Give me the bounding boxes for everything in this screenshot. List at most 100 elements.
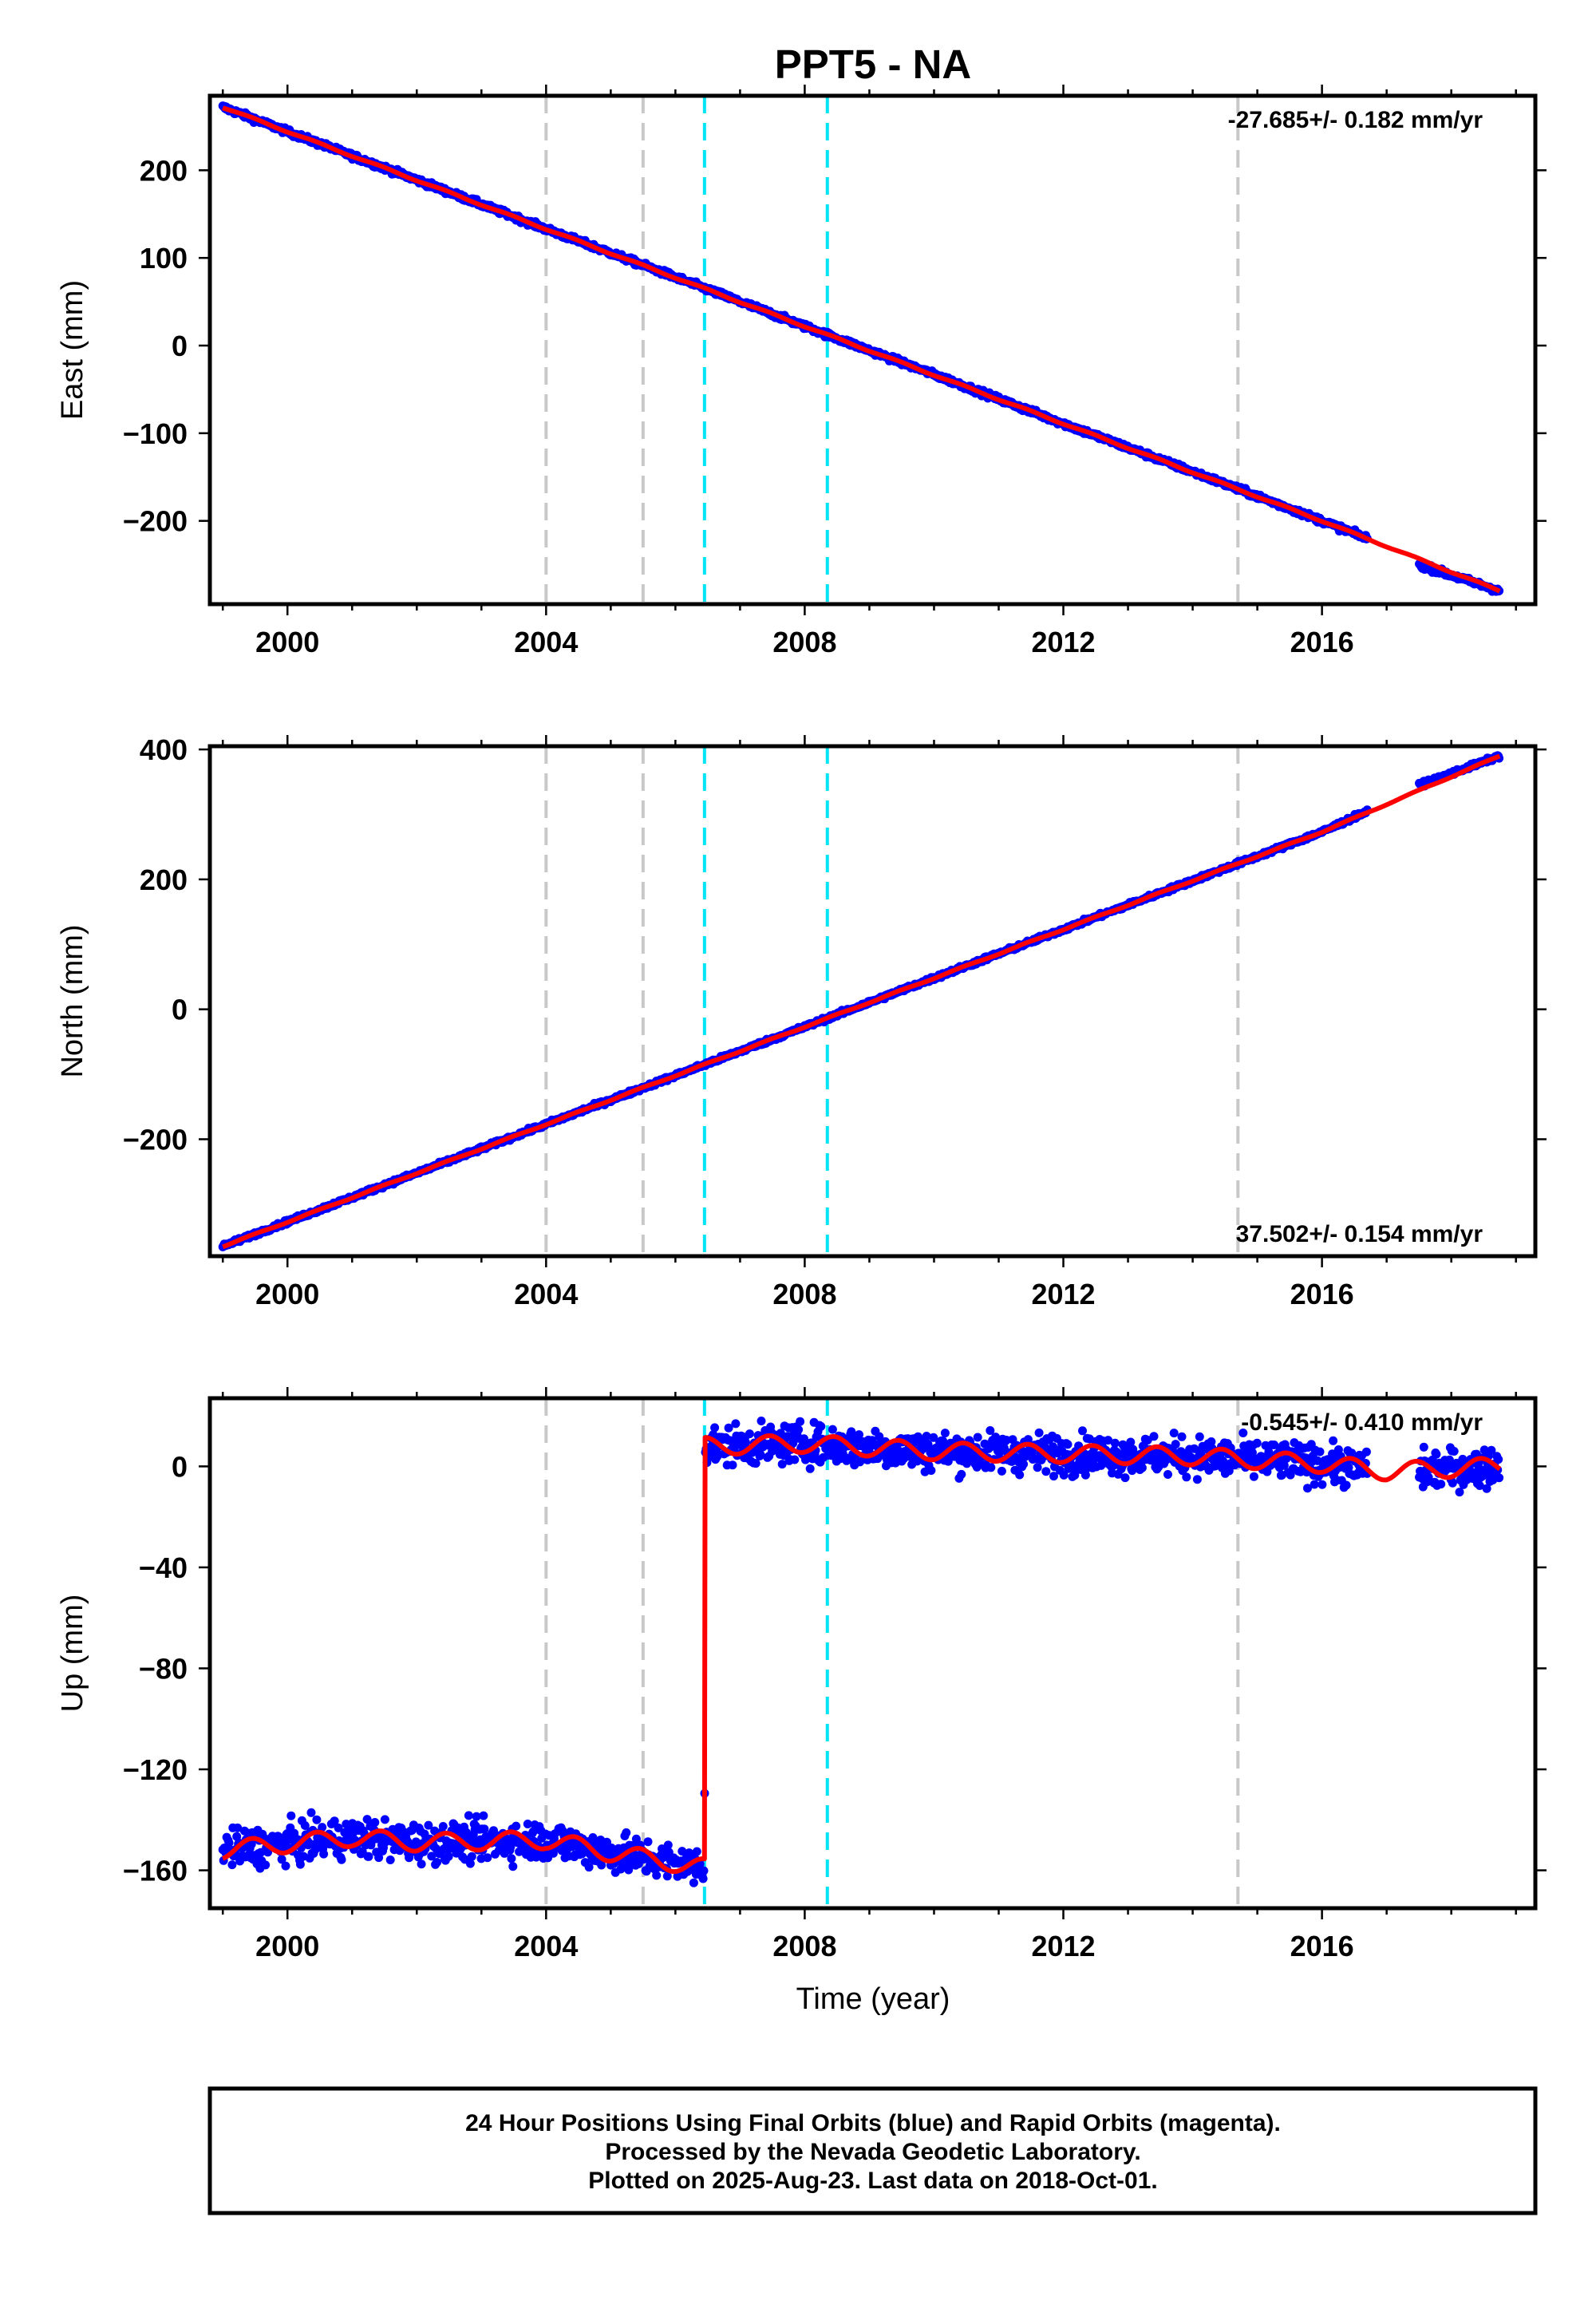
data-point <box>997 1466 1006 1476</box>
data-point <box>370 1818 380 1827</box>
data-point <box>1317 1480 1327 1489</box>
data-point <box>692 1847 701 1856</box>
data-point <box>464 1811 473 1820</box>
data-point <box>1034 1428 1044 1437</box>
data-point <box>1149 1432 1159 1441</box>
data-point <box>507 1854 516 1863</box>
data-point <box>699 1866 709 1875</box>
y-tick-label: 0 <box>172 330 188 362</box>
data-point <box>385 1856 395 1864</box>
data-point <box>1120 1473 1130 1483</box>
north-plot-area <box>218 746 1504 1256</box>
data-point <box>957 1469 966 1479</box>
data-point <box>1252 1438 1262 1448</box>
y-tick-label: −80 <box>139 1652 188 1685</box>
data-point <box>1495 1473 1504 1483</box>
x-tick-label: 2012 <box>1031 1278 1095 1310</box>
data-point <box>1310 1480 1319 1489</box>
data-point <box>508 1862 518 1871</box>
data-point <box>261 1860 271 1870</box>
x-tick-label: 2004 <box>514 626 578 658</box>
data-point <box>940 1429 950 1438</box>
data-point <box>380 1815 389 1824</box>
data-point <box>1449 1447 1459 1456</box>
east-rate-label: -27.685+/- 0.182 mm/yr <box>1228 107 1483 133</box>
data-point <box>652 1871 662 1880</box>
data-point <box>816 1421 826 1431</box>
data-point <box>1192 1475 1202 1484</box>
up-y-axis-label: Up (mm) <box>56 1595 89 1713</box>
footer-box: 24 Hour Positions Using Final Orbits (bl… <box>207 2086 1538 2215</box>
data-point <box>467 1852 476 1861</box>
data-point <box>986 1463 996 1472</box>
y-tick-label: 400 <box>140 733 188 766</box>
data-point <box>1432 1449 1441 1459</box>
north-rate-label: 37.502+/- 0.154 mm/yr <box>1236 1221 1483 1247</box>
data-point <box>1078 1426 1087 1436</box>
y-tick-label: −100 <box>123 417 188 450</box>
data-point <box>622 1828 631 1837</box>
footer-line-3: Plotted on 2025-Aug-23. Last data on 201… <box>588 2168 1158 2194</box>
footer-line-1: 24 Hour Positions Using Final Orbits (bl… <box>465 2110 1281 2136</box>
x-tick-label: 2008 <box>772 1278 836 1310</box>
x-tick-label: 2004 <box>514 1930 578 1962</box>
data-point <box>1419 1442 1428 1452</box>
data-point <box>1315 1447 1325 1456</box>
data-point <box>1182 1472 1191 1482</box>
y-tick-label: 200 <box>140 154 188 187</box>
data-point <box>364 1852 373 1861</box>
data-point <box>1019 1460 1029 1469</box>
data-point <box>1110 1438 1120 1448</box>
data-point <box>433 1858 442 1867</box>
chart-title: PPT5 - NA <box>775 41 972 87</box>
data-point <box>1361 1447 1371 1456</box>
east-plot-area <box>218 96 1504 604</box>
data-point <box>731 1419 741 1429</box>
data-point <box>438 1822 448 1831</box>
data-point <box>728 1460 737 1470</box>
x-axis-label: Time (year) <box>796 1982 950 2016</box>
y-tick-label: 200 <box>140 864 188 896</box>
data-point <box>1041 1467 1051 1476</box>
data-point <box>698 1874 708 1883</box>
data-point <box>1341 1480 1351 1490</box>
data-point <box>1249 1472 1258 1481</box>
data-point <box>710 1423 720 1433</box>
x-tick-label: 2012 <box>1031 1930 1095 1962</box>
data-point <box>1033 1463 1042 1472</box>
data-point <box>790 1455 800 1464</box>
x-tick-label: 2000 <box>255 1278 319 1310</box>
data-point <box>689 1878 698 1887</box>
data-point <box>295 1860 305 1869</box>
up-rate-label: -0.545+/- 0.410 mm/yr <box>1241 1409 1483 1436</box>
data-point <box>1177 1432 1187 1441</box>
data-point <box>417 1860 426 1869</box>
x-tick-label: 2004 <box>514 1278 578 1310</box>
data-point <box>227 1860 237 1870</box>
east-panel: 2000 2004 2008 2012 2016−200−1000100200East … <box>56 85 1547 658</box>
footer-line-2: Processed by the Nevada Geodetic Laborat… <box>605 2139 1140 2165</box>
x-tick-label: 2016 <box>1290 626 1354 658</box>
y-tick-label: 0 <box>172 994 188 1026</box>
x-tick-label: 2016 <box>1290 1930 1354 1962</box>
x-tick-label: 2000 <box>255 1930 319 1962</box>
data-point <box>1137 1463 1147 1472</box>
x-tick-label: 2012 <box>1031 626 1095 658</box>
data-point <box>1195 1432 1204 1441</box>
y-tick-label: −200 <box>123 505 188 538</box>
data-point <box>926 1466 936 1475</box>
data-point <box>796 1417 805 1426</box>
data-point <box>319 1849 329 1859</box>
data-point <box>805 1464 815 1473</box>
y-tick-label: 0 <box>172 1450 188 1483</box>
data-point <box>480 1824 489 1834</box>
data-point <box>1494 1455 1503 1464</box>
x-tick-label: 2016 <box>1290 1278 1354 1310</box>
data-point <box>286 1811 296 1820</box>
data-point <box>1171 1440 1180 1449</box>
data-point <box>1063 1440 1073 1449</box>
data-point <box>643 1837 653 1847</box>
